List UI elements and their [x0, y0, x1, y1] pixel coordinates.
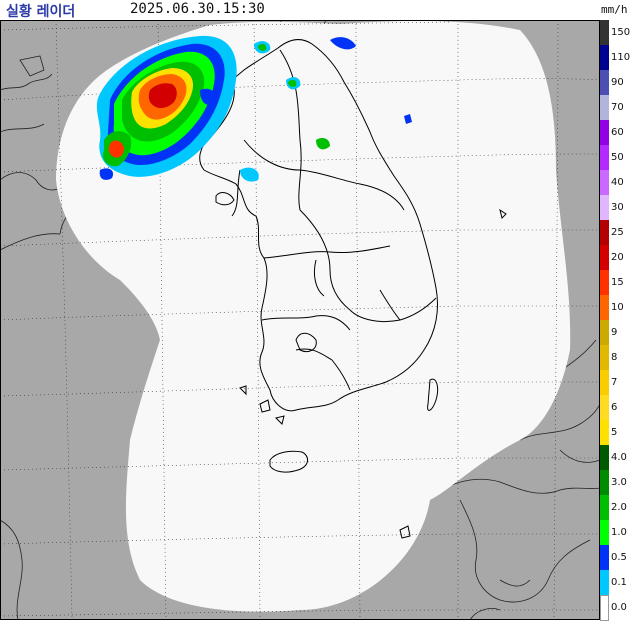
legend-level-label: 7: [611, 376, 618, 388]
legend-level-label: 15: [611, 276, 624, 288]
legend-color-swatch: [600, 395, 609, 421]
legend-level-label: 5: [611, 426, 618, 438]
legend-color-swatch: [600, 95, 609, 121]
legend-color-swatch: [600, 295, 609, 321]
legend-color-swatch: [600, 345, 609, 371]
legend-level-label: 6: [611, 401, 618, 413]
legend-color-swatch: [600, 70, 609, 96]
legend-color-swatch: [600, 445, 609, 471]
legend-color-swatch: [600, 245, 609, 271]
header-bar: 실황 레이더 2025.06.30.15:30: [0, 0, 600, 20]
precipitation-legend: 150 110 90 70 60 50 40 30 25 20 15 10 9 8 7 6 5 4.0 3.0 2.0…: [600, 20, 635, 621]
legend-level-label: 110: [611, 51, 631, 63]
legend-level-label: 150: [611, 26, 631, 38]
legend-level-label: 2.0: [611, 501, 627, 513]
radar-map[interactable]: [0, 20, 600, 620]
legend-color-swatch: [600, 45, 609, 71]
legend-level-label: 20: [611, 251, 624, 263]
precipitation-echoes: [96, 35, 412, 182]
legend-color-swatch: [600, 120, 609, 146]
outside-land-outlines: [0, 20, 600, 620]
legend-color-swatch: [600, 220, 609, 246]
legend-level-label: 3.0: [611, 476, 627, 488]
legend-level-label: 60: [611, 126, 624, 138]
legend-color-swatch: [600, 470, 609, 496]
legend-color-swatch: [600, 545, 609, 571]
legend-unit-label: mm/h: [601, 3, 628, 16]
legend-level-label: 40: [611, 176, 624, 188]
legend-color-swatch: [600, 20, 609, 46]
legend-level-label: 9: [611, 326, 618, 338]
legend-level-label: 30: [611, 201, 624, 213]
legend-level-label: 50: [611, 151, 624, 163]
legend-color-swatch: [600, 170, 609, 196]
app-title: 실황 레이더: [6, 4, 76, 20]
korea-coastline: [199, 39, 438, 412]
legend-level-label: 0.1: [611, 576, 627, 588]
legend-color-swatch: [600, 420, 609, 446]
legend-color-swatch: [600, 195, 609, 221]
legend-level-label: 1.0: [611, 526, 627, 538]
legend-color-swatch: [600, 270, 609, 296]
legend-level-label: 10: [611, 301, 624, 313]
observation-timestamp: 2025.06.30.15:30: [130, 1, 265, 17]
legend-level-label: 25: [611, 226, 624, 238]
legend-color-swatch: [600, 145, 609, 171]
legend-color-swatch: [600, 520, 609, 546]
legend-level-label: 0.5: [611, 551, 627, 563]
jeju-island: [269, 450, 308, 473]
lat-lon-grid: [0, 20, 600, 620]
legend-level-label: 70: [611, 101, 624, 113]
legend-color-swatch: [600, 495, 609, 521]
legend-level-label: 0.0: [611, 601, 627, 613]
legend-color-swatch: [600, 595, 609, 621]
legend-level-label: 8: [611, 351, 618, 363]
legend-level-label: 4.0: [611, 451, 627, 463]
legend-level-label: 90: [611, 76, 624, 88]
legend-color-swatch: [600, 370, 609, 396]
legend-color-swatch: [600, 570, 609, 596]
islands: [215, 192, 507, 539]
legend-color-swatch: [600, 320, 609, 346]
